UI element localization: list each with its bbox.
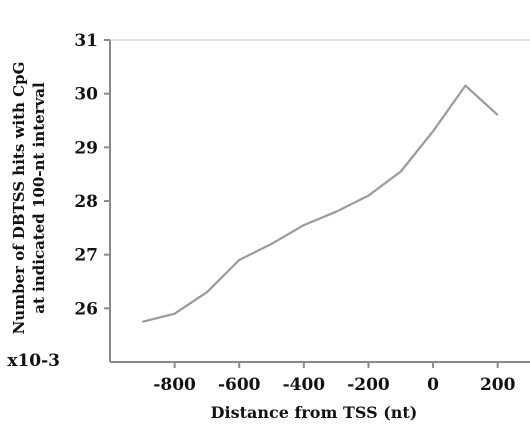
x-tick-label: -200 (347, 375, 390, 395)
x-axis-ticks: -800 -600 -400 -200 0 200 (153, 362, 516, 395)
y-axis-multiplier: x10-3 (7, 351, 60, 371)
x-tick-label: 0 (427, 375, 439, 395)
y-tick-label: 27 (74, 246, 98, 266)
y-axis-label-line-2: at indicated 100-nt interval (30, 82, 48, 314)
y-tick-label: 31 (74, 31, 98, 51)
x-tick-label: -600 (218, 375, 261, 395)
y-tick-label: 28 (74, 192, 98, 212)
y-axis-ticks: 26 27 28 29 30 31 (74, 31, 110, 319)
chart-series (142, 84, 499, 323)
x-tick-label: 200 (480, 375, 516, 395)
x-tick-label: -800 (153, 375, 196, 395)
y-tick-label: 30 (74, 85, 98, 105)
y-tick-label: 29 (74, 138, 98, 158)
y-axis-label: Number of DBTSS hits with CpG at indicat… (10, 62, 48, 335)
y-tick-label: 26 (74, 299, 98, 319)
series-line (142, 84, 499, 323)
x-axis-label: Distance from TSS (nt) (211, 403, 418, 422)
x-tick-label: -400 (283, 375, 326, 395)
y-axis-label-line-1: Number of DBTSS hits with CpG (10, 62, 28, 335)
